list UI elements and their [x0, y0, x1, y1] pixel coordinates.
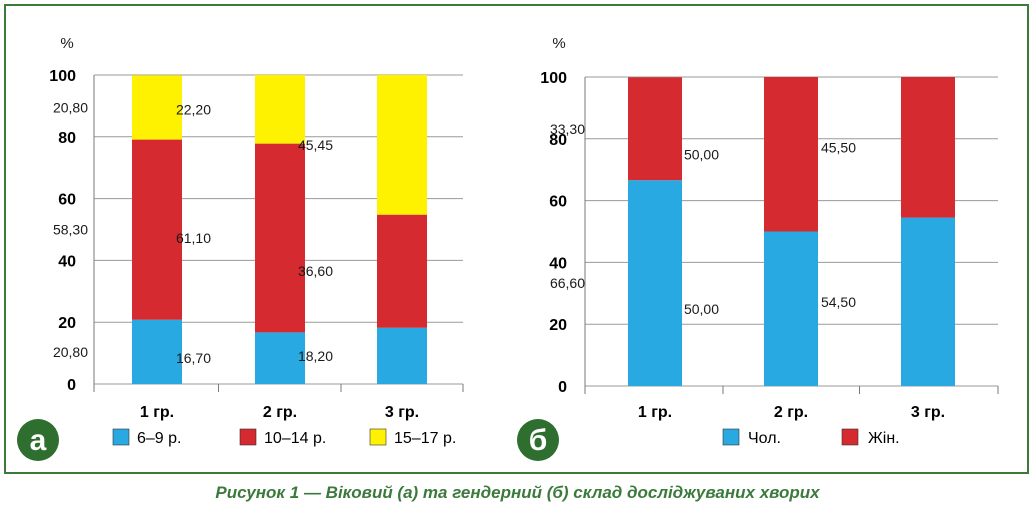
panel2-y-tick-label: 100	[540, 70, 567, 87]
panel2-y-tick-label: 20	[549, 317, 567, 334]
panel1-category-label: 3 гр.	[385, 404, 419, 421]
panel1-data-label: 20,80	[53, 99, 88, 115]
panel1-y-tick-label: 80	[58, 130, 76, 147]
panel2-unit-label: %	[552, 35, 565, 52]
panel2-y-tick-label: 40	[549, 255, 567, 272]
panel1-unit-label: %	[60, 35, 73, 52]
panel1-data-label: 36,60	[298, 263, 333, 279]
panel1-data-label: 18,20	[298, 348, 333, 364]
panel1-legend-swatch	[369, 428, 387, 446]
panel2-y-tick-label: 0	[558, 379, 567, 396]
panel2-legend-swatch	[841, 428, 859, 446]
panel1-data-label: 45,45	[298, 137, 333, 153]
panel2-category-label: 1 гр.	[638, 404, 672, 421]
panel2-y-tick-label: 60	[549, 194, 567, 211]
panel2-data-label: 45,50	[821, 139, 856, 155]
panel1-category-label: 1 гр.	[140, 404, 174, 421]
panel1-y-tick-label: 0	[67, 377, 76, 394]
panel2-bar-segment	[901, 217, 955, 386]
panel1-bar-segment	[255, 143, 305, 333]
panel2-bar-segment	[764, 77, 818, 232]
panel2-bar-segment	[764, 231, 818, 386]
panel2-data-label: 50,00	[684, 146, 719, 162]
panel2-y-tick-label: 80	[549, 132, 567, 149]
panel1-bar-segment	[132, 319, 182, 384]
panel2-legend-label: Чол.	[748, 430, 781, 447]
panel2-panel-badge-label: б	[529, 424, 548, 457]
panel1-legend-label: 10–14 р.	[264, 430, 326, 447]
panel1-bar-segment	[132, 139, 182, 320]
panel1-legend-swatch	[239, 428, 257, 446]
panel1-bar-segment	[255, 332, 305, 384]
panel1-y-tick-label: 20	[58, 315, 76, 332]
panel1-bar-segment	[255, 75, 305, 144]
panel2-legend-label: Жін.	[868, 430, 900, 447]
panel2-bar-segment	[628, 77, 682, 181]
panel2-data-label: 54,50	[821, 294, 856, 310]
panel2-data-label: 33,30	[550, 121, 585, 137]
panel1-category-label: 2 гр.	[263, 404, 297, 421]
panel1-legend-swatch	[112, 428, 130, 446]
panel1-y-tick-label: 40	[58, 253, 76, 270]
panel2-bar-segment	[628, 180, 682, 386]
panel2-legend-swatch	[722, 428, 740, 446]
panel2-category-label: 3 гр.	[911, 404, 945, 421]
panel1-panel-badge-label: а	[30, 424, 47, 457]
panel2-data-label: 50,00	[684, 301, 719, 317]
panel1-legend-label: 15–17 р.	[394, 430, 456, 447]
panel2-panel-badge	[517, 419, 559, 461]
panel1-data-label: 16,70	[176, 350, 211, 366]
panel1-y-tick-label: 100	[49, 68, 76, 85]
panel1-legend-label: 6–9 р.	[137, 430, 181, 447]
panel1-bar-segment	[377, 327, 427, 384]
panel2-data-label: 66,60	[550, 275, 585, 291]
panel1-data-label: 58,30	[53, 222, 88, 238]
panel1-data-label: 20,80	[53, 344, 88, 360]
panel1-panel-badge	[17, 419, 59, 461]
panel2-category-label: 2 гр.	[774, 404, 808, 421]
panel1-bar-segment	[377, 214, 427, 328]
panel1-bar-segment	[377, 75, 427, 215]
panel2-bar-segment	[901, 77, 955, 218]
panel1-y-tick-label: 60	[58, 192, 76, 209]
panel1-data-label: 61,10	[176, 230, 211, 246]
figure-caption: Рисунок 1 — Віковий (а) та гендерний (б)…	[215, 483, 820, 502]
panel1-bar-segment	[132, 75, 182, 140]
panel1-data-label: 22,20	[176, 101, 211, 117]
